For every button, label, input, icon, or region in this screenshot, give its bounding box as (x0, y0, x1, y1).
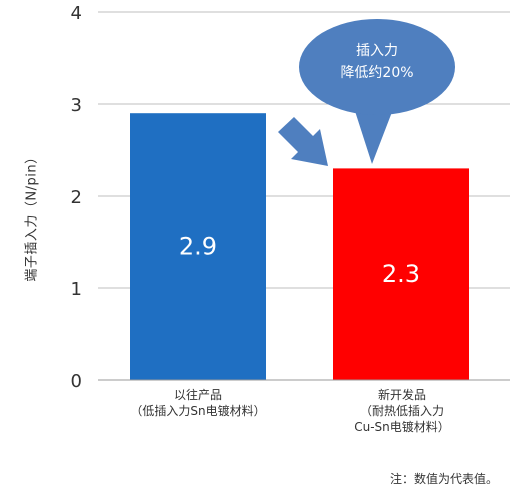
y-axis-title: 端子插入力（N/pin） (24, 150, 40, 282)
bar-value-label: 2.3 (382, 260, 420, 288)
y-tick-label: 0 (71, 371, 82, 392)
x-category-line: 新开发品 (377, 388, 426, 402)
callout-bubble-tail (354, 108, 392, 164)
data-labels: 2.9 2.3 (179, 233, 420, 289)
y-tick-label: 2 (71, 187, 82, 208)
y-tick-label: 3 (71, 95, 82, 116)
callout-line: 插入力 (356, 43, 398, 59)
bars (130, 113, 469, 380)
bar (130, 113, 266, 380)
y-tick-label: 4 (71, 3, 82, 24)
footnote: 注：数值为代表值。 (389, 472, 498, 486)
reduction-arrow (278, 117, 328, 166)
x-category-line: 以往产品 (173, 388, 222, 402)
bar-value-label: 2.9 (179, 233, 217, 261)
callout-text: 插入力 降低约20% (318, 40, 436, 84)
callout-bubble (299, 19, 455, 115)
x-category-label-old: 以往产品 （低插入力Sn电镀材料） (113, 387, 283, 419)
annotation-shapes (278, 19, 455, 166)
x-category-line: （低插入力Sn电镀材料） (130, 404, 266, 418)
callout-line: 降低约20% (340, 65, 414, 81)
x-category-line: （耐热低插入力 (359, 404, 444, 418)
x-category-label-new: 新开发品 （耐热低插入力 Cu-Sn电镀材料） (317, 387, 487, 435)
y-tick-label: 1 (71, 279, 82, 300)
x-category-line: Cu-Sn电镀材料） (354, 420, 450, 434)
bar (333, 168, 469, 380)
y-tick-labels: 0 1 2 3 4 (71, 3, 82, 392)
